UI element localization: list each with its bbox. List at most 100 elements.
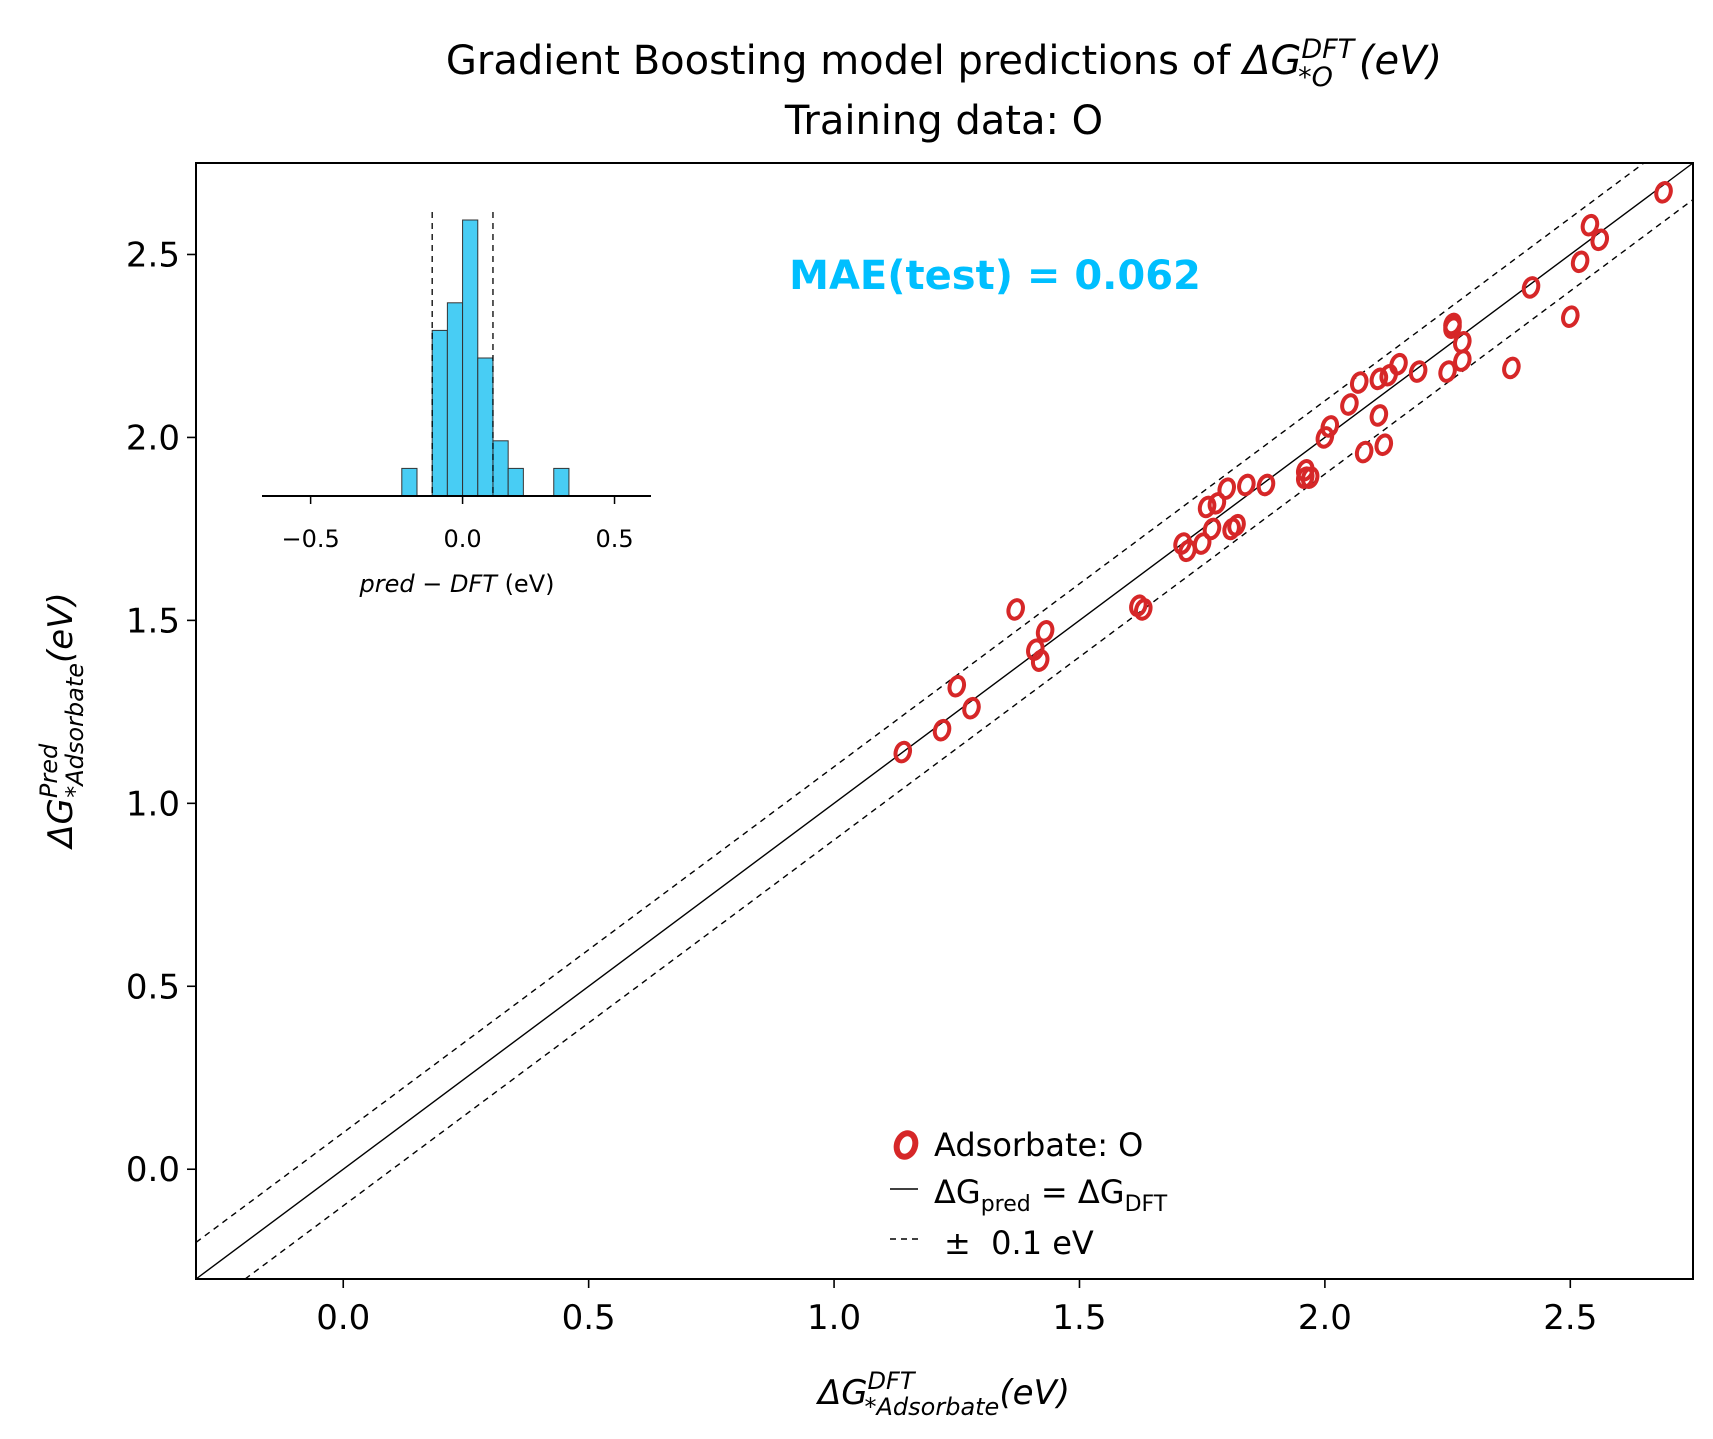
- histogram-bar: [401, 467, 418, 497]
- data-point: [1521, 276, 1541, 299]
- data-point: [947, 674, 967, 698]
- legend-parity-rhs: ΔG: [1078, 1173, 1125, 1211]
- y-tick-label: 1.5: [126, 601, 180, 641]
- legend-label-band: ± 0.1 eV: [944, 1224, 1094, 1262]
- inset-threshold-lines: [431, 212, 494, 496]
- data-point: [1227, 513, 1246, 537]
- data-point: [1202, 517, 1222, 541]
- data-point: [1354, 440, 1374, 464]
- data-point: [962, 696, 981, 720]
- chart-title-sup: DFT: [1301, 34, 1356, 65]
- x-axis-label-sub: *Adsorbate: [865, 1393, 1000, 1421]
- x-axis-label: ΔGDFT *Adsorbate(eV): [815, 1367, 1070, 1421]
- data-point: [1006, 598, 1025, 621]
- y-axis-label-delta: ΔG: [41, 798, 81, 851]
- y-tick-label: 2.5: [126, 235, 180, 275]
- legend-parity-lhs-sub: pred: [981, 1192, 1031, 1217]
- data-point: [1580, 213, 1600, 237]
- chart-title-prefix: Gradient Boosting model predictions of: [446, 38, 1243, 84]
- data-point: [1300, 466, 1320, 489]
- y-tick-label: 0.0: [126, 1150, 180, 1190]
- data-point: [1035, 620, 1055, 643]
- x-tick-label: 1.5: [1052, 1298, 1106, 1338]
- data-point: [1030, 649, 1050, 672]
- x-tick-label: 0.0: [316, 1298, 370, 1338]
- chart-subtitle: Training data: O: [784, 98, 1103, 144]
- chart-title-delta: ΔG: [1240, 38, 1301, 84]
- x-axis-label-suffix: (eV): [999, 1373, 1070, 1413]
- lower-band-line: [244, 199, 1694, 1280]
- upper-band-line: [195, 162, 1645, 1243]
- inset-x-axis-label-unit: (eV): [497, 570, 555, 598]
- histogram-bar: [477, 357, 494, 497]
- y-tick-label: 2.0: [126, 418, 180, 458]
- x-tick-label: 2.5: [1543, 1298, 1597, 1338]
- histogram-bar: [431, 329, 448, 497]
- histogram-bar: [446, 302, 464, 497]
- data-point: [1408, 360, 1428, 383]
- data-points: [893, 180, 1673, 764]
- chart-title-suffix: (eV): [1359, 38, 1442, 84]
- x-axis-label-delta: ΔG: [815, 1373, 868, 1413]
- inset-x-tick-label: −0.5: [281, 525, 339, 553]
- data-point: [1374, 433, 1394, 457]
- data-point: [1237, 473, 1256, 497]
- data-point: [1561, 305, 1580, 328]
- data-point: [1217, 477, 1236, 500]
- x-axis-ticks: 0.0 0.5 1.0 1.5 2.0 2.5: [316, 1279, 1597, 1338]
- data-point: [1340, 393, 1359, 416]
- histogram-bar: [492, 440, 509, 497]
- legend-label-parity: ΔGpred = ΔGDFT: [934, 1173, 1168, 1217]
- data-point: [1256, 473, 1276, 497]
- inset-x-tick-label: 0.5: [595, 525, 633, 553]
- plot-area-frame: [195, 162, 1694, 1280]
- y-axis-label-sup: Pred: [35, 743, 63, 798]
- inset-bars: [401, 219, 570, 497]
- inset-x-axis-label: pred − DFT (eV): [359, 570, 555, 598]
- legend-label-adsorbate: Adsorbate: O: [934, 1126, 1143, 1164]
- y-axis-ticks: 0.0 0.5 1.0 1.5 2.0 2.5: [126, 235, 196, 1190]
- mae-annotation: MAE(test) = 0.062: [789, 253, 1201, 299]
- inset-x-axis-label-italic: pred − DFT: [359, 570, 500, 598]
- data-point: [1389, 352, 1408, 376]
- y-axis-label-suffix: (eV): [41, 592, 81, 663]
- chart-title-sub: *O: [1298, 62, 1333, 93]
- data-point: [1349, 371, 1369, 394]
- x-tick-label: 0.5: [562, 1298, 616, 1338]
- data-point: [1590, 228, 1610, 252]
- histogram-bar: [462, 219, 479, 497]
- legend-parity-lhs: ΔG: [934, 1173, 981, 1211]
- data-point: [1502, 356, 1521, 380]
- data-point: [1438, 360, 1457, 383]
- data-point: [1315, 426, 1335, 449]
- inset-histogram: −0.5 0.0 0.5 pred − DFT (eV): [262, 212, 651, 598]
- legend-parity-rhs-sub: DFT: [1125, 1192, 1168, 1217]
- data-point: [1320, 415, 1340, 438]
- x-tick-label: 2.0: [1298, 1298, 1352, 1338]
- y-axis-label-sub: *Adsorbate: [61, 663, 89, 798]
- legend: Adsorbate: O ΔGpred = ΔGDFT ± 0.1 eV: [890, 1126, 1168, 1262]
- inset-x-ticks: −0.5 0.0 0.5: [281, 496, 634, 553]
- data-point: [1654, 180, 1673, 204]
- data-point: [1134, 598, 1153, 621]
- x-tick-label: 1.0: [807, 1298, 861, 1338]
- data-point: [1453, 331, 1472, 354]
- data-point: [1570, 250, 1590, 274]
- data-point: [893, 740, 913, 764]
- data-point: [1222, 517, 1241, 541]
- legend-marker-adsorbate: [893, 1130, 919, 1160]
- data-point: [1178, 539, 1197, 563]
- legend-parity-eq: =: [1031, 1173, 1078, 1211]
- data-point: [1443, 316, 1462, 339]
- chart-title: Gradient Boosting model predictions of Δ…: [446, 34, 1442, 93]
- data-point: [1369, 404, 1389, 427]
- inset-x-tick-label: 0.0: [443, 525, 481, 553]
- data-point: [932, 718, 952, 742]
- y-tick-label: 1.0: [126, 784, 180, 824]
- x-axis-label-sup: DFT: [868, 1367, 917, 1395]
- y-axis-label: ΔGPred*Adsorbate(eV): [35, 592, 89, 851]
- histogram-bar: [507, 467, 524, 497]
- histogram-bar: [553, 467, 570, 497]
